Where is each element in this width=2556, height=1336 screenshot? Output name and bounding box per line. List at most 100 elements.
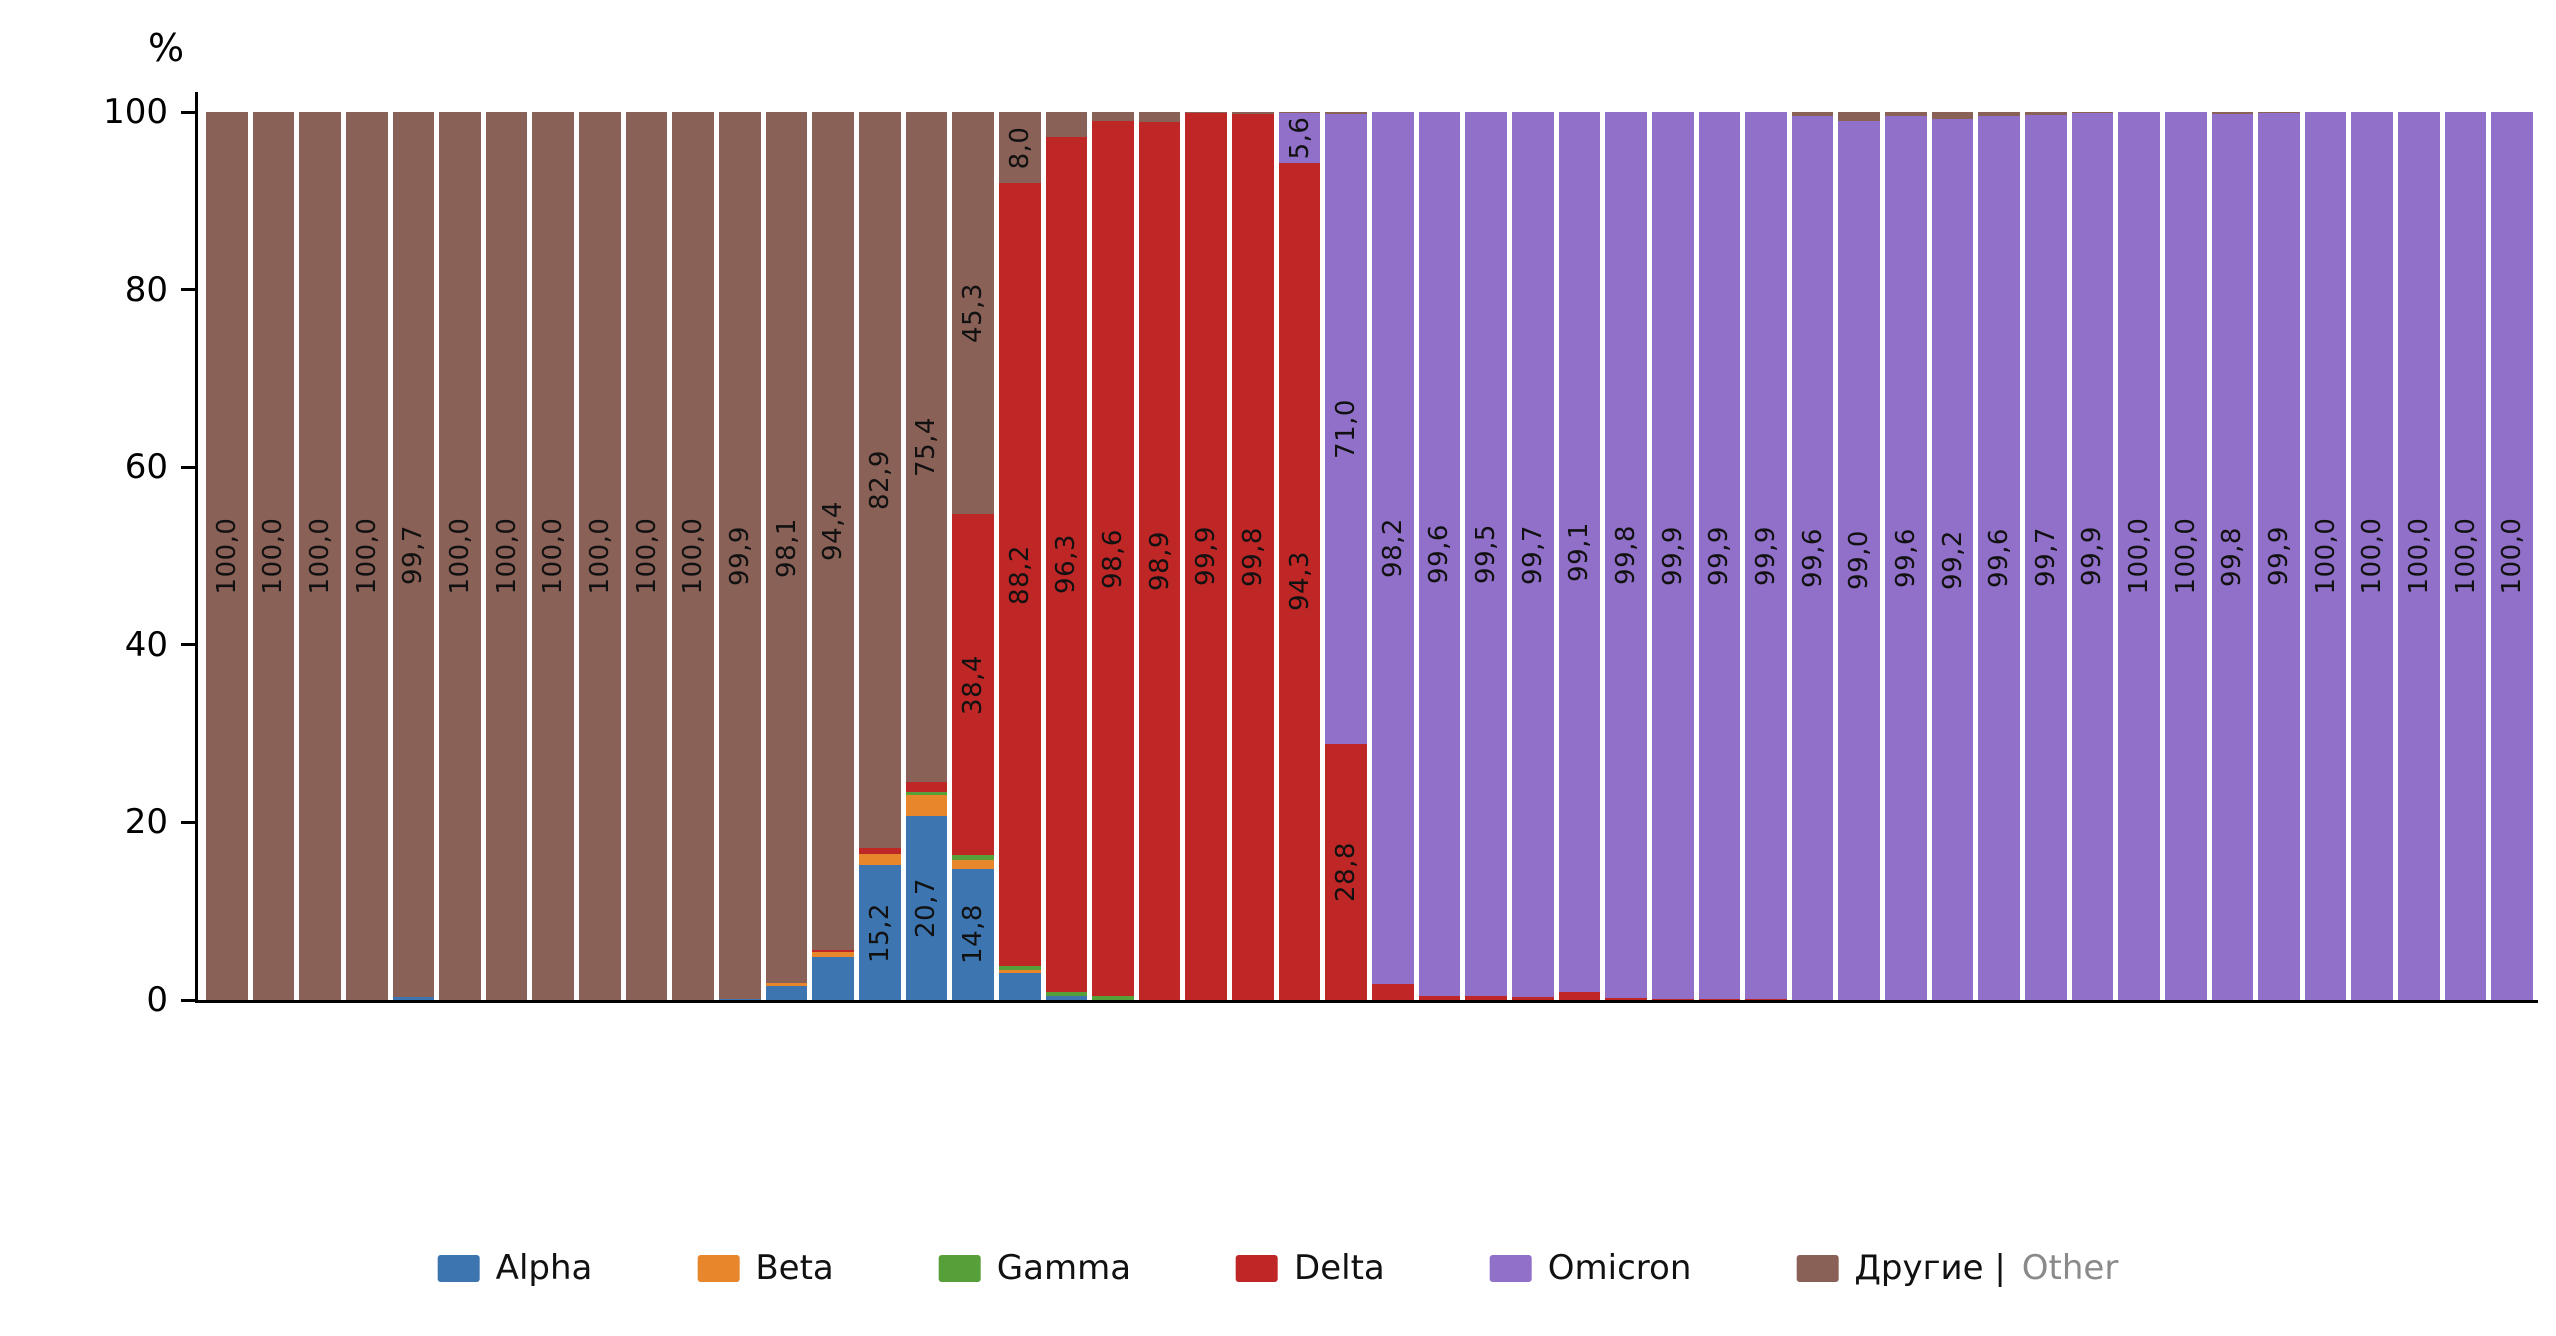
bar: 94,3 5,6	[1278, 112, 1321, 1000]
bar-value-label: 5,6	[1284, 116, 1315, 160]
bar-segment-other	[1885, 112, 1927, 116]
bar-segment-other: 100,0	[625, 112, 668, 1000]
bar-segment-omicron: 99,9	[1651, 112, 1694, 1000]
bar: 100,0	[2444, 112, 2487, 1000]
bar-value-label: 98,6	[1097, 528, 1128, 589]
bar: 98,9	[1138, 112, 1181, 1000]
bar-segment-delta	[1651, 999, 1694, 1000]
bar-segment-other	[2071, 112, 2114, 113]
bar-segment-alpha: 14,8	[952, 868, 994, 1000]
bar-segment-delta	[1372, 984, 1414, 1000]
bar: 100,0	[485, 112, 528, 1000]
bar: 99,9	[1698, 112, 1741, 1000]
bar-segment-omicron: 99,0	[1838, 120, 1881, 1000]
bar-segment-other: 100,0	[485, 112, 528, 1000]
bar-value-label: 98,9	[1144, 530, 1175, 591]
bar: 99,9	[2071, 112, 2114, 1000]
bar-segment-delta	[812, 950, 854, 953]
bar-segment-other: 45,3	[952, 112, 994, 515]
bar: 99,0	[1838, 112, 1881, 1000]
bar-segment-other	[2211, 112, 2254, 114]
bar: 99,7	[2024, 112, 2067, 1000]
legend-item-alpha: Alpha	[437, 1248, 593, 1288]
bar: 98,1	[765, 112, 808, 1000]
bar-segment-beta	[905, 794, 948, 817]
bar-segment-omicron: 99,7	[1511, 112, 1554, 998]
bar-segment-omicron: 99,1	[1558, 112, 1601, 993]
bar-segment-other	[1278, 112, 1321, 113]
bar-segment-delta: 28,8	[1325, 744, 1368, 1000]
bar-value-label: 96,3	[1051, 534, 1082, 595]
bar-value-label: 99,1	[1564, 522, 1595, 582]
bar-segment-alpha	[998, 973, 1041, 1000]
bar-segment-gamma	[998, 966, 1041, 970]
bar-value-label: 99,7	[1517, 524, 1548, 585]
bar-value-label: 100,0	[2310, 517, 2341, 595]
bar-segment-other: 99,7	[392, 112, 435, 998]
bar: 99,9	[1185, 112, 1228, 1000]
bar-segment-delta	[1558, 992, 1601, 1000]
y-tick-label: 60	[124, 447, 168, 488]
bar-value-label: 99,2	[1937, 529, 1968, 590]
bar-segment-omicron: 99,7	[2024, 114, 2067, 1000]
bar-segment-other: 8,0	[998, 112, 1041, 184]
bar-value-label: 100,0	[631, 517, 662, 595]
bar: 99,8	[1232, 112, 1274, 1000]
bar-segment-omicron: 5,6	[1278, 112, 1321, 163]
bar-segment-other	[1838, 112, 1881, 121]
bar-segment-other: 94,4	[812, 112, 854, 951]
bar-segment-delta	[1465, 995, 1507, 1000]
bar-value-label: 100,0	[305, 517, 336, 595]
legend-swatch-gamma	[938, 1254, 981, 1282]
bar-segment-delta	[1745, 999, 1787, 1000]
legend-item-other: Другие | Other	[1796, 1248, 2118, 1288]
bar-value-label: 45,3	[958, 283, 989, 344]
bar-value-label: 100,0	[351, 517, 382, 595]
bar-segment-other: 100,0	[345, 112, 388, 1000]
bar-segment-omicron: 99,5	[1465, 112, 1507, 996]
bars: 100,0 100,0 100,0 100,0 99,7 100,0 100,0 100,0 1…	[198, 112, 2538, 1000]
bar-value-label: 100,0	[2403, 517, 2434, 595]
bar: 94,4	[812, 112, 854, 1000]
bar-segment-omicron: 99,9	[2071, 112, 2114, 1000]
bar-value-label: 88,2	[1004, 544, 1035, 605]
legend-label: Alpha	[495, 1248, 593, 1288]
bar-value-label: 100,0	[258, 517, 289, 595]
bar-value-label: 38,4	[958, 654, 989, 715]
bar-segment-omicron: 99,2	[1931, 119, 1974, 1000]
bar: 100,0	[2398, 112, 2440, 1000]
bar-value-label: 14,8	[958, 904, 989, 965]
bar-value-label: 100,0	[538, 517, 569, 595]
bar-value-label: 20,7	[911, 878, 942, 939]
bar-value-label: 100,0	[2497, 517, 2528, 595]
bar-segment-other	[1325, 112, 1368, 114]
legend: Alpha Beta Gamma Delta Omicron Другие | Other	[437, 1248, 2118, 1288]
bar-segment-other: 99,9	[719, 112, 761, 1000]
legend-label: Delta	[1294, 1248, 1385, 1288]
bar-value-label: 99,9	[2077, 526, 2108, 587]
bar-segment-other	[1185, 112, 1228, 113]
bar-segment-omicron: 99,9	[2258, 112, 2300, 1000]
bar: 99,9	[2258, 112, 2300, 1000]
legend-label: Omicron	[1547, 1248, 1692, 1288]
bar: 20,7 75,4	[905, 112, 948, 1000]
bar-segment-delta: 38,4	[952, 514, 994, 856]
bar-value-label: 99,0	[1844, 530, 1875, 591]
bar-value-label: 8,0	[1004, 126, 1035, 169]
bar: 99,5	[1465, 112, 1507, 1000]
bar: 100,0	[2351, 112, 2394, 1000]
bar-segment-gamma	[952, 855, 994, 860]
bar: 99,9	[1651, 112, 1694, 1000]
bar: 99,2	[1931, 112, 1974, 1000]
bar: 99,6	[1791, 112, 1834, 1000]
bar-segment-omicron: 99,8	[2211, 113, 2254, 1000]
bar: 96,3	[1045, 112, 1088, 1000]
bar-value-label: 100,0	[584, 517, 615, 595]
bar-segment-other	[1092, 112, 1134, 121]
bar-value-label: 100,0	[2170, 517, 2201, 595]
bar-segment-omicron: 100,0	[2118, 112, 2160, 1000]
bar-segment-omicron: 99,9	[1745, 112, 1787, 1000]
bar: 100,0	[532, 112, 575, 1000]
bar-segment-beta	[998, 969, 1041, 974]
bar: 99,9	[1745, 112, 1787, 1000]
